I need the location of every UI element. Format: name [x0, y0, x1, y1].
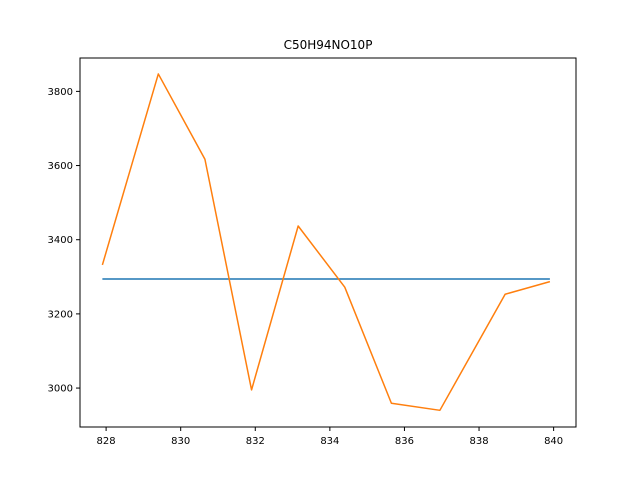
y-tick-label: 3600: [48, 161, 73, 172]
series-line-intensity: [101, 73, 551, 412]
x-tick-label: 832: [246, 436, 265, 447]
series-layer: [101, 73, 551, 412]
x-tick-label: 830: [171, 436, 190, 447]
y-axis: 3000 3200 3400 3600 3800: [48, 87, 80, 395]
x-tick-label: 840: [544, 436, 563, 447]
x-tick-label: 836: [395, 436, 414, 447]
y-tick-label: 3000: [48, 384, 73, 395]
plot-area-frame: [79, 57, 577, 428]
x-axis: 828 830 832 834 836 838 840: [97, 427, 563, 447]
chart-title: C50H94NO10P: [284, 38, 373, 52]
x-tick-label: 828: [97, 436, 116, 447]
x-tick-label: 838: [469, 436, 488, 447]
y-tick-label: 3800: [48, 87, 73, 98]
y-tick-label: 3200: [48, 309, 73, 320]
x-tick-label: 834: [320, 436, 339, 447]
y-tick-label: 3400: [48, 235, 73, 246]
